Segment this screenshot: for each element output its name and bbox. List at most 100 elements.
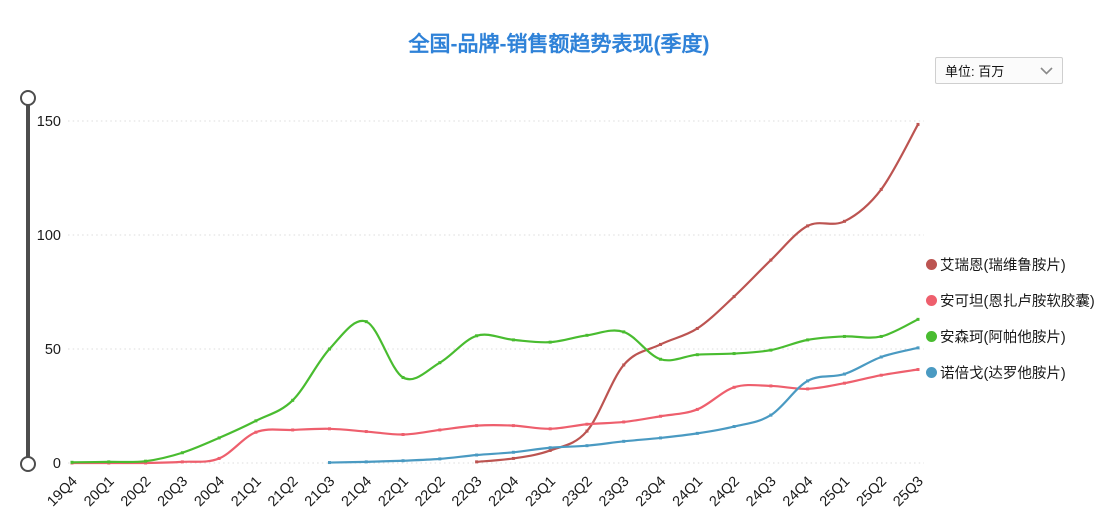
- legend-label: 艾瑞恩(瑞维鲁胺片): [940, 257, 1066, 274]
- y-axis-label: 50: [45, 342, 61, 358]
- data-point: [548, 340, 552, 344]
- unit-dropdown[interactable]: 单位: 百万: [935, 57, 1063, 84]
- legend-label: 诺倍戈(达罗他胺片): [940, 365, 1066, 382]
- data-point: [585, 444, 589, 448]
- data-point: [291, 398, 295, 402]
- x-axis-label: 21Q4: [339, 474, 375, 510]
- data-point: [548, 427, 552, 431]
- slider-handle-top[interactable]: [20, 90, 36, 106]
- data-point: [401, 376, 405, 379]
- data-point: [585, 333, 589, 337]
- data-point: [254, 430, 258, 434]
- data-point: [659, 342, 663, 346]
- data-point: [438, 428, 442, 432]
- data-point: [217, 436, 221, 440]
- data-point: [401, 433, 405, 436]
- data-point: [438, 457, 442, 461]
- data-point: [769, 258, 773, 262]
- x-axis-label: 24Q2: [707, 474, 743, 510]
- data-point: [732, 385, 736, 389]
- data-point: [364, 320, 368, 324]
- data-point: [732, 425, 736, 429]
- data-point: [769, 348, 773, 352]
- data-point: [622, 439, 626, 443]
- series-line-0[interactable]: [475, 123, 920, 463]
- legend-item[interactable]: 诺倍戈(达罗他胺片): [926, 354, 1095, 390]
- data-point: [548, 448, 552, 452]
- data-point: [769, 413, 773, 417]
- data-point: [879, 187, 883, 191]
- chart-title: 全国-品牌-销售额趋势表现(季度): [408, 33, 710, 56]
- data-point: [916, 122, 920, 126]
- data-point: [695, 353, 699, 357]
- data-point: [842, 219, 846, 223]
- data-point: [107, 460, 111, 464]
- data-point: [548, 446, 552, 450]
- data-point: [806, 387, 810, 391]
- data-point: [511, 450, 515, 454]
- data-point: [695, 407, 699, 411]
- data-point: [695, 326, 699, 330]
- data-point: [879, 373, 883, 377]
- data-point: [327, 461, 331, 465]
- data-point: [879, 334, 883, 338]
- x-axis-label: 20Q3: [155, 474, 191, 510]
- x-axis-label: 22Q2: [412, 474, 448, 510]
- data-point: [879, 355, 883, 359]
- data-point: [916, 317, 920, 321]
- data-point: [180, 460, 184, 464]
- data-point: [217, 456, 221, 460]
- data-point: [916, 346, 920, 350]
- legend-item[interactable]: 安可坦(恩扎卢胺软胶囊): [926, 282, 1095, 318]
- data-point: [659, 357, 663, 361]
- data-point: [254, 419, 258, 423]
- data-point: [622, 363, 626, 367]
- legend-dot-icon: [926, 366, 937, 378]
- series-line-2[interactable]: [70, 318, 920, 464]
- data-point: [806, 338, 810, 342]
- data-point: [585, 422, 589, 426]
- y-axis-label: 150: [37, 114, 61, 130]
- x-axis-label: 19Q4: [44, 474, 80, 510]
- x-axis-label: 22Q1: [375, 474, 411, 510]
- x-axis-label: 24Q4: [780, 474, 816, 510]
- data-point: [511, 338, 515, 342]
- legend-item[interactable]: 安森珂(阿帕他胺片): [926, 318, 1095, 354]
- chart-legend: 艾瑞恩(瑞维鲁胺片) 安可坦(恩扎卢胺软胶囊) 安森珂(阿帕他胺片) 诺倍戈(达罗他胺…: [926, 246, 1095, 390]
- x-axis-label: 21Q3: [302, 474, 338, 510]
- data-point: [144, 461, 148, 465]
- legend-dot-icon: [926, 258, 937, 270]
- data-point: [511, 424, 515, 428]
- x-axis-label: 23Q1: [523, 474, 559, 510]
- x-axis-label: 25Q1: [817, 474, 853, 510]
- data-point: [659, 436, 663, 440]
- data-point: [364, 460, 368, 464]
- data-point: [842, 334, 846, 338]
- slider-handle-bottom[interactable]: [20, 456, 36, 472]
- data-point: [475, 424, 479, 428]
- x-axis-label: 25Q2: [854, 474, 890, 510]
- series-line-1[interactable]: [70, 368, 920, 465]
- data-point: [622, 330, 626, 334]
- data-point: [475, 453, 479, 457]
- data-point: [144, 459, 148, 463]
- slider-track[interactable]: [26, 97, 30, 463]
- legend-item[interactable]: 艾瑞恩(瑞维鲁胺片): [926, 246, 1095, 282]
- x-axis-label: 24Q1: [670, 474, 706, 510]
- x-axis-label: 21Q2: [265, 474, 301, 510]
- x-axis-label: 21Q1: [228, 474, 264, 510]
- data-point: [438, 361, 442, 365]
- legend-label: 安森珂(阿帕他胺片): [940, 329, 1066, 346]
- data-point: [585, 429, 589, 433]
- chevron-down-icon: [1040, 66, 1053, 75]
- data-point: [842, 372, 846, 376]
- y-axis-label: 0: [53, 456, 61, 472]
- data-point: [401, 459, 405, 463]
- data-point: [732, 295, 736, 299]
- data-point: [659, 414, 663, 418]
- data-point: [695, 431, 699, 435]
- data-point: [70, 460, 74, 464]
- legend-label: 安可坦(恩扎卢胺软胶囊): [940, 293, 1095, 310]
